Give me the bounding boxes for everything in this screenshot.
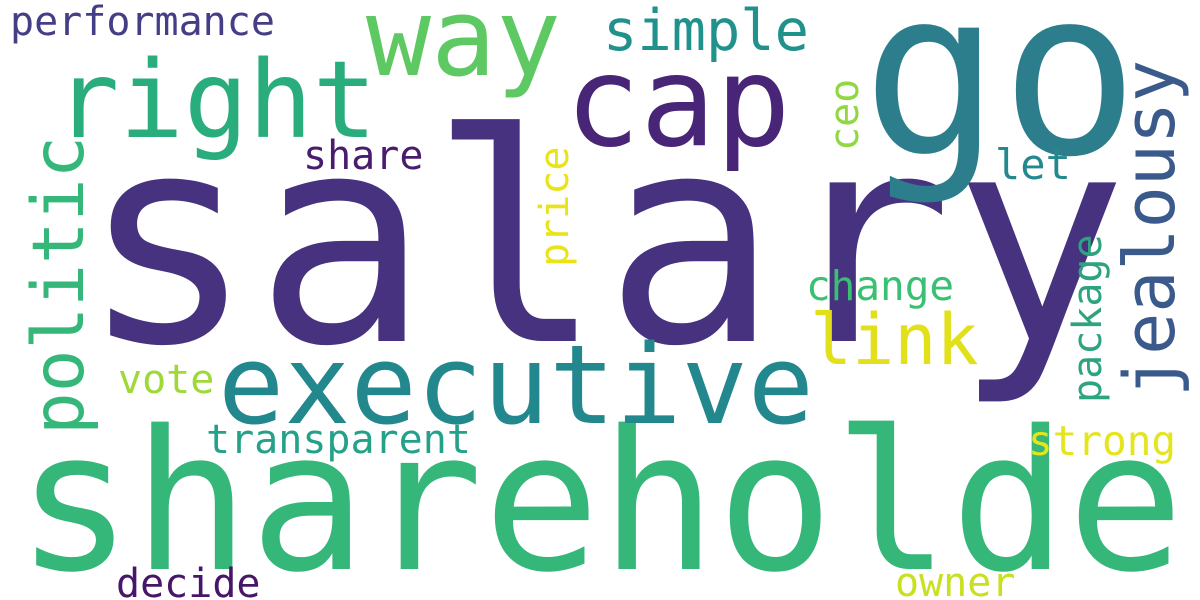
word-package: package — [1065, 234, 1111, 403]
word-price: price — [532, 146, 578, 267]
word-decide: decide — [116, 561, 261, 600]
word-cap: cap — [565, 30, 791, 175]
word-let: let — [995, 140, 1071, 189]
word-performance: performance — [10, 0, 275, 45]
word-go: go — [862, 0, 1139, 208]
word-link: link — [810, 299, 979, 381]
word-right: right — [55, 39, 378, 163]
word-executive: executive — [218, 321, 815, 449]
word-way: way — [366, 0, 562, 101]
word-transparent: transparent — [206, 417, 471, 463]
word-shareholder: shareholder — [16, 389, 1200, 600]
word-simple: simple — [603, 0, 809, 64]
word-salary: salary — [80, 73, 1128, 410]
word-jealousy: jealousy — [1109, 59, 1191, 397]
word-owner: owner — [895, 560, 1016, 600]
word-strong: strong — [1028, 417, 1177, 465]
word-ceo: ceo — [822, 78, 868, 151]
word-politic: politic — [17, 135, 100, 435]
word-change: change — [806, 262, 955, 310]
word-vote: vote — [118, 357, 215, 403]
word-share: share — [303, 133, 424, 179]
